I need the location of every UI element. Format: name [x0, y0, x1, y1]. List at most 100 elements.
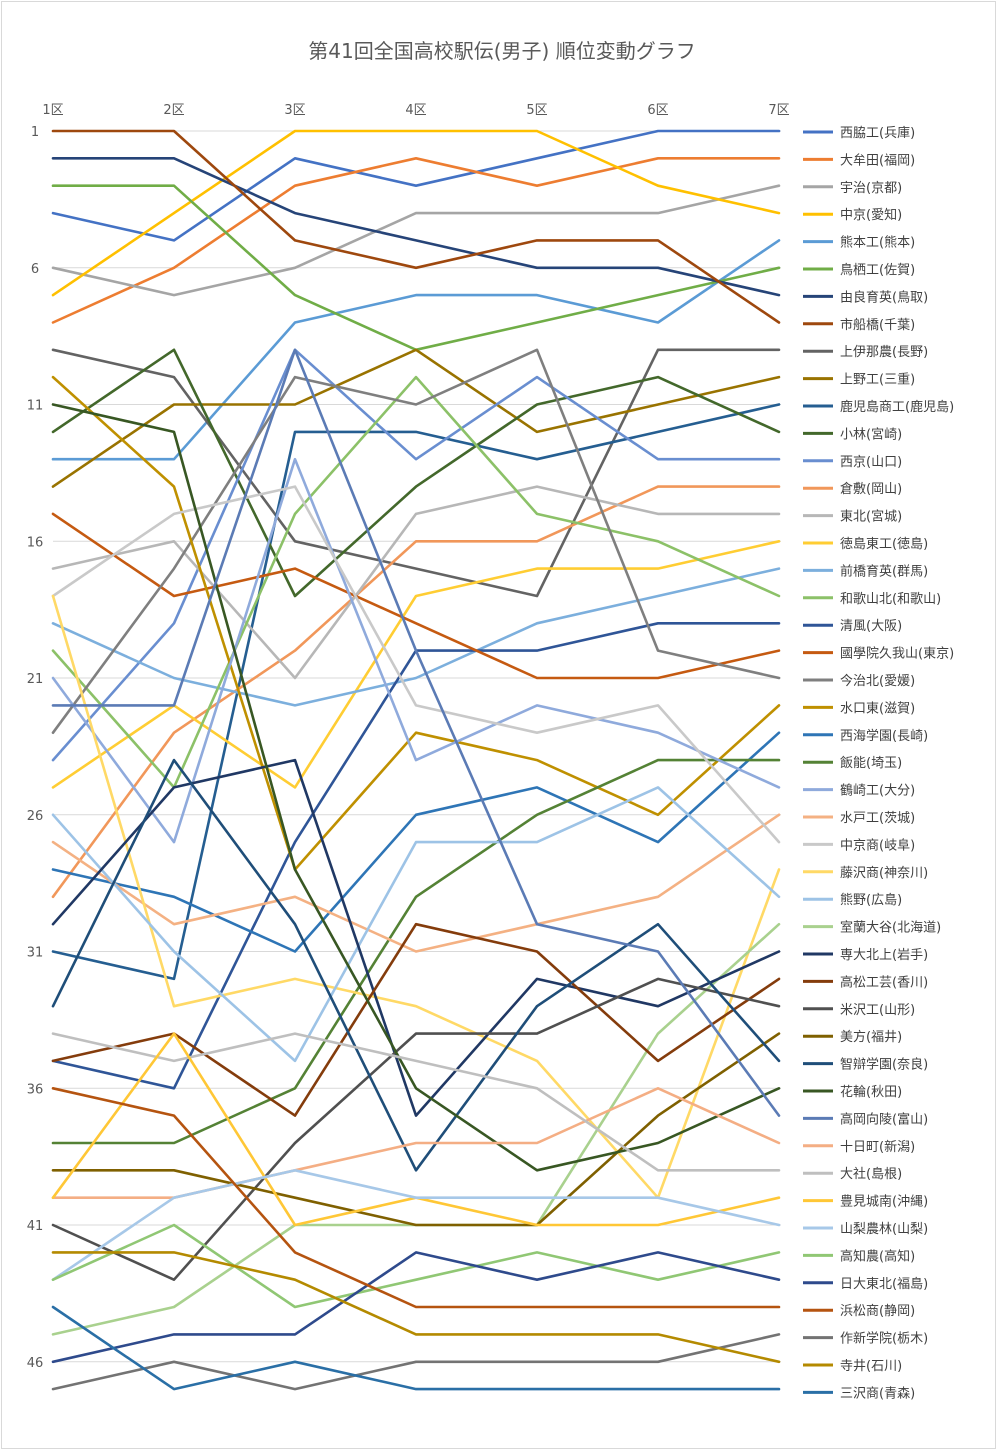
legend-label: 智辯学園(奈良): [840, 1057, 928, 1073]
y-tick-label: 46: [27, 1356, 44, 1371]
y-tick-label: 16: [27, 535, 44, 550]
legend-label: 水戸工(茨城): [840, 811, 915, 826]
legend-label: 鹿児島商工(鹿児島): [840, 399, 954, 415]
series-line-42: [51, 1223, 781, 1309]
legend-label: 浜松商(静岡): [840, 1304, 915, 1319]
legend-label: 小林(宮崎): [840, 426, 902, 442]
series-line-7: [51, 157, 781, 297]
series-line-44: [51, 1087, 781, 1309]
series-line-41: [51, 1169, 781, 1281]
legend-label: 中京(愛知): [840, 207, 902, 223]
legend-label: 徳島東工(徳島): [840, 536, 928, 552]
legend-label: 豊見城南(沖縄): [840, 1194, 928, 1210]
series-line-39: [51, 1032, 781, 1172]
series-line-25: [51, 457, 781, 844]
series-line-21: [51, 348, 781, 735]
series-line-26: [51, 813, 781, 953]
legend-label: 前橋育英(群馬): [840, 563, 928, 579]
legend-label: 高知農(高知): [840, 1248, 915, 1264]
x-tick-label: 5区: [526, 103, 547, 118]
legend-label: 米沢工(山形): [840, 1003, 915, 1018]
y-tick-label: 41: [27, 1219, 44, 1234]
y-tick-label: 1: [31, 125, 39, 140]
legend-label: 倉敷(岡山): [840, 482, 902, 497]
series-line-9: [51, 348, 781, 598]
legend-label: 今治北(愛媛): [840, 673, 915, 689]
series-line-36: [51, 403, 781, 1172]
series-line-17: [51, 567, 781, 707]
series-line-27: [51, 485, 781, 844]
series-line-22: [51, 375, 781, 871]
legend-label: 十日町(新潟): [840, 1139, 915, 1155]
y-tick-label: 36: [27, 1082, 44, 1097]
grid: [53, 130, 781, 1363]
y-tick-label: 6: [31, 262, 39, 277]
legend-label: 上伊那農(長野): [840, 345, 928, 360]
legend-label: 上野工(三重): [840, 372, 915, 388]
y-tick-label: 21: [27, 672, 44, 687]
legend-label: 鶴崎工(大分): [840, 783, 915, 799]
series-line-8: [51, 129, 781, 324]
legend-label: 東北(宮城): [840, 509, 902, 525]
series-line-33: [51, 977, 781, 1281]
x-tick-label: 6区: [647, 103, 668, 118]
x-tick-label: 1区: [42, 103, 63, 118]
series-line-3: [51, 184, 781, 297]
series-line-40: [51, 1032, 781, 1227]
chart-title: 第41回全国高校駅伝(男子) 順位変動グラフ: [308, 39, 695, 63]
series-line-29: [51, 786, 781, 1063]
legend-label: 熊本工(熊本): [840, 235, 915, 251]
legend-label: 大社(島根): [840, 1166, 902, 1182]
legend-label: 和歌山北(和歌山): [840, 592, 941, 607]
legend-label: 西海学園(長崎): [840, 728, 928, 744]
legend-label: 専大北上(岩手): [840, 948, 928, 963]
legend-label: 由良育英(鳥取): [840, 289, 928, 305]
legend-label: 清風(大阪): [840, 619, 902, 634]
x-tick-label: 3区: [284, 103, 305, 118]
series-line-5: [51, 239, 781, 461]
legend-label: 鳥栖工(佐賀): [840, 263, 915, 278]
series-line-11: [51, 403, 781, 981]
legend-label: 美方(福井): [840, 1029, 902, 1045]
series-lines: [51, 129, 781, 1391]
legend-label: 中京商(岐阜): [840, 837, 915, 853]
y-tick-label: 31: [27, 946, 44, 961]
legend-label: 花輪(秋田): [840, 1084, 902, 1100]
series-line-31: [51, 758, 781, 1117]
legend-label: 高松工芸(香川): [840, 974, 928, 990]
series-line-46: [51, 1251, 781, 1364]
legend-label: 室蘭大谷(北海道): [840, 920, 941, 936]
y-tick-label: 11: [27, 399, 44, 414]
x-tick-label: 4区: [405, 103, 426, 118]
series-line-12: [51, 348, 781, 598]
legend-label: 寺井(石川): [840, 1359, 902, 1374]
legend-label: 高岡向陵(富山): [840, 1111, 928, 1127]
series-line-24: [51, 758, 781, 1145]
series-line-4: [51, 129, 781, 297]
series-line-34: [51, 1032, 781, 1227]
legend-label: 西脇工(兵庫): [840, 126, 915, 141]
x-tick-label: 7区: [768, 103, 789, 118]
series-line-43: [51, 1251, 781, 1364]
series-line-23: [51, 731, 781, 953]
legend-label: 熊野(広島): [840, 892, 902, 908]
series-line-13: [51, 348, 781, 762]
legend-label: 山梨農林(山梨): [840, 1222, 928, 1237]
series-line-18: [51, 375, 781, 789]
series-line-19: [51, 621, 781, 1090]
legend-label: 宇治(京都): [840, 181, 902, 196]
legend-label: 飯能(埼玉): [840, 756, 902, 771]
legend-label: 國學院久我山(東京): [840, 646, 954, 662]
series-line-35: [51, 758, 781, 1172]
x-tick-label: 2区: [163, 103, 184, 118]
legend-label: 大牟田(福岡): [840, 153, 915, 168]
series-line-47: [51, 1305, 781, 1391]
legend-label: 西京(山口): [840, 455, 902, 470]
y-tick-label: 26: [27, 809, 44, 824]
legend-label: 藤沢商(神奈川): [840, 866, 928, 881]
legend-label: 市船橋(千葉): [840, 317, 915, 333]
series-line-37: [51, 348, 781, 1117]
